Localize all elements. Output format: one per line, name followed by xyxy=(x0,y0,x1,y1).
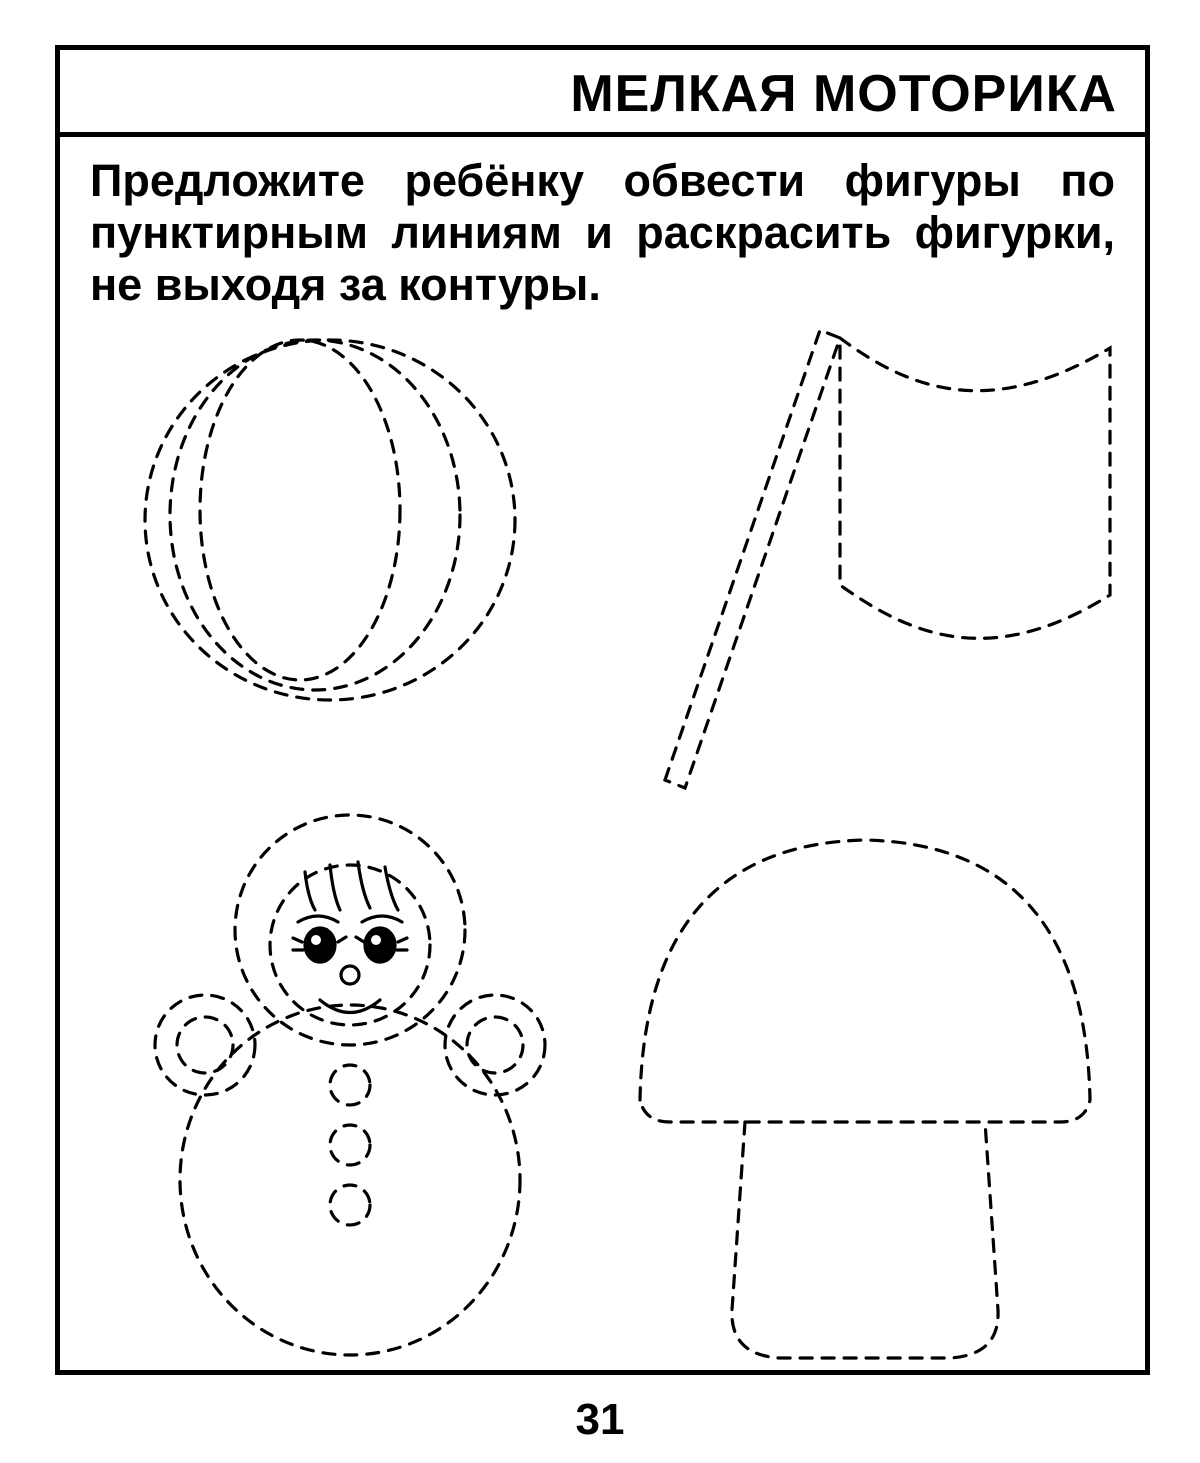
drawing-area xyxy=(120,310,1120,1370)
flag-figure xyxy=(665,330,1110,788)
instruction-text: Предложите ребёнку обвести фигуры по пун… xyxy=(60,137,1145,310)
mushroom-figure xyxy=(640,840,1090,1358)
ball-figure xyxy=(145,340,515,700)
page-number: 31 xyxy=(0,1395,1200,1445)
header-section: МЕЛКАЯ МОТОРИКА xyxy=(60,50,1145,137)
header-title: МЕЛКАЯ МОТОРИКА xyxy=(60,64,1117,124)
doll-figure xyxy=(155,815,545,1355)
worksheet-svg xyxy=(120,310,1120,1370)
page-frame: МЕЛКАЯ МОТОРИКА Предложите ребёнку обвес… xyxy=(55,45,1150,1375)
